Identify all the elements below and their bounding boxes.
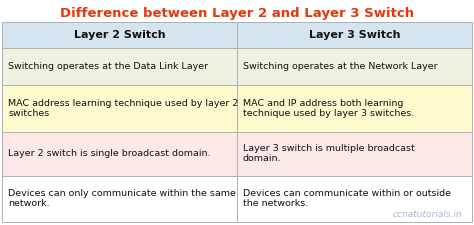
Bar	[237, 176, 472, 222]
Bar	[2, 132, 237, 176]
Text: ccnatutorials.in: ccnatutorials.in	[392, 210, 462, 219]
Bar	[2, 48, 237, 85]
Bar	[2, 176, 237, 222]
Text: Layer 2 Switch: Layer 2 Switch	[73, 30, 165, 40]
Text: Switching operates at the Data Link Layer: Switching operates at the Data Link Laye…	[8, 62, 208, 71]
Bar	[237, 48, 472, 85]
Text: Layer 3 switch is multiple broadcast
domain.: Layer 3 switch is multiple broadcast dom…	[243, 144, 415, 163]
Bar	[237, 132, 472, 176]
Text: Devices can only communicate within the same
network.: Devices can only communicate within the …	[8, 189, 236, 209]
Text: Switching operates at the Network Layer: Switching operates at the Network Layer	[243, 62, 438, 71]
Text: MAC address learning technique used by layer 2
switches: MAC address learning technique used by l…	[8, 99, 238, 118]
Text: Layer 3 Switch: Layer 3 Switch	[309, 30, 400, 40]
Bar	[237, 85, 472, 132]
Bar	[237, 22, 472, 48]
Bar	[2, 22, 237, 48]
Text: Layer 2 switch is single broadcast domain.: Layer 2 switch is single broadcast domai…	[8, 149, 210, 158]
Text: Difference between Layer 2 and Layer 3 Switch: Difference between Layer 2 and Layer 3 S…	[60, 7, 414, 20]
Text: MAC and IP address both learning
technique used by layer 3 switches.: MAC and IP address both learning techniq…	[243, 99, 414, 118]
Bar	[2, 85, 237, 132]
Text: Devices can communicate within or outside
the networks.: Devices can communicate within or outsid…	[243, 189, 451, 209]
